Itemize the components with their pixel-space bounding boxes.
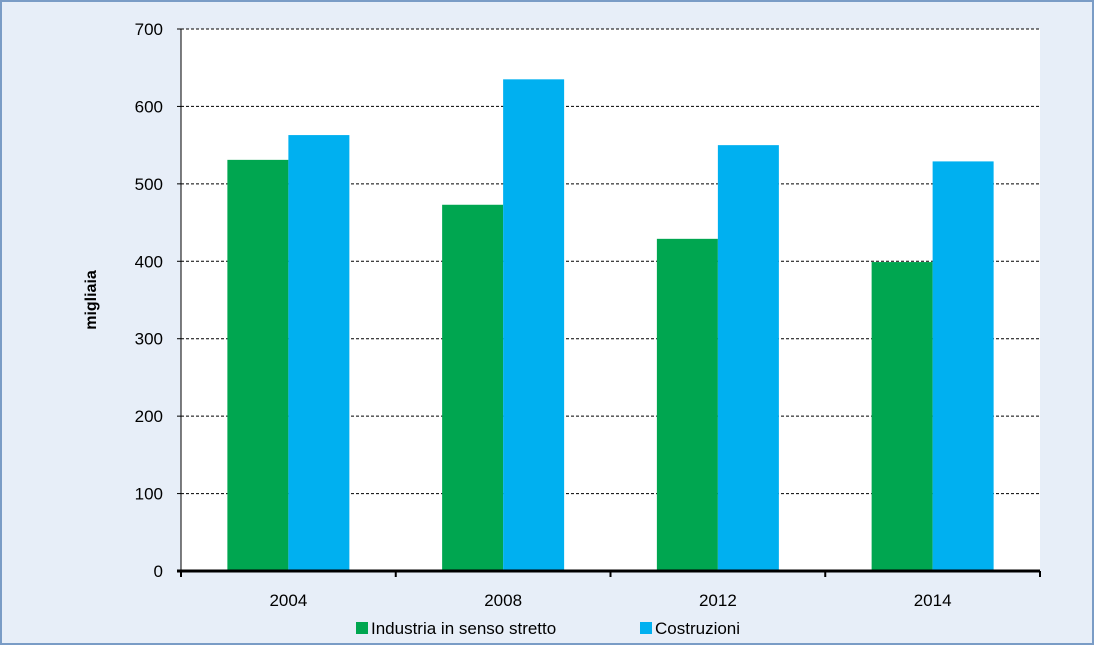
- y-tick-label: 100: [135, 485, 163, 504]
- y-tick-label: 200: [135, 407, 163, 426]
- y-tick-label: 600: [135, 97, 163, 116]
- axes: [177, 29, 1040, 573]
- legend-label: Industria in senso stretto: [371, 619, 556, 638]
- bar: [871, 262, 933, 571]
- legend-swatch: [356, 622, 368, 634]
- x-tick-label: 2008: [484, 591, 522, 610]
- y-tick-label: 700: [135, 20, 163, 39]
- y-tick-label: 300: [135, 330, 163, 349]
- bar: [717, 145, 779, 571]
- y-tick-labels: 0 100 200 300 400 500 600 700: [135, 20, 163, 581]
- bar: [227, 159, 289, 571]
- bar: [503, 79, 565, 571]
- bar: [656, 238, 718, 571]
- bar: [288, 135, 350, 571]
- x-tick-label: 2004: [269, 591, 307, 610]
- x-tick-labels: 2004 2008 2012 2014: [180, 571, 1041, 610]
- y-tick-label: 500: [135, 175, 163, 194]
- legend: Industria in senso stretto Costruzioni: [356, 619, 740, 638]
- legend-label: Costruzioni: [655, 619, 740, 638]
- y-tick-label: 0: [154, 562, 163, 581]
- x-tick-label: 2012: [699, 591, 737, 610]
- bars: [227, 79, 994, 571]
- bar: [932, 161, 994, 571]
- legend-swatch: [640, 622, 652, 634]
- y-axis-title: migliaia: [83, 270, 100, 330]
- y-tick-label: 400: [135, 252, 163, 271]
- bar: [442, 204, 504, 571]
- x-tick-label: 2014: [914, 591, 952, 610]
